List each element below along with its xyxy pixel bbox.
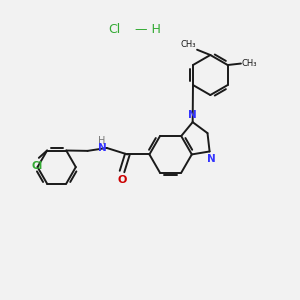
Text: N: N bbox=[98, 143, 107, 153]
Text: N: N bbox=[207, 154, 215, 164]
Text: — H: — H bbox=[131, 23, 161, 36]
Text: Cl: Cl bbox=[32, 161, 43, 171]
Text: H: H bbox=[98, 136, 106, 146]
Text: CH₃: CH₃ bbox=[242, 59, 257, 68]
Text: CH₃: CH₃ bbox=[180, 40, 196, 49]
Text: N: N bbox=[188, 110, 197, 120]
Text: Cl: Cl bbox=[109, 23, 121, 36]
Text: O: O bbox=[117, 175, 127, 185]
